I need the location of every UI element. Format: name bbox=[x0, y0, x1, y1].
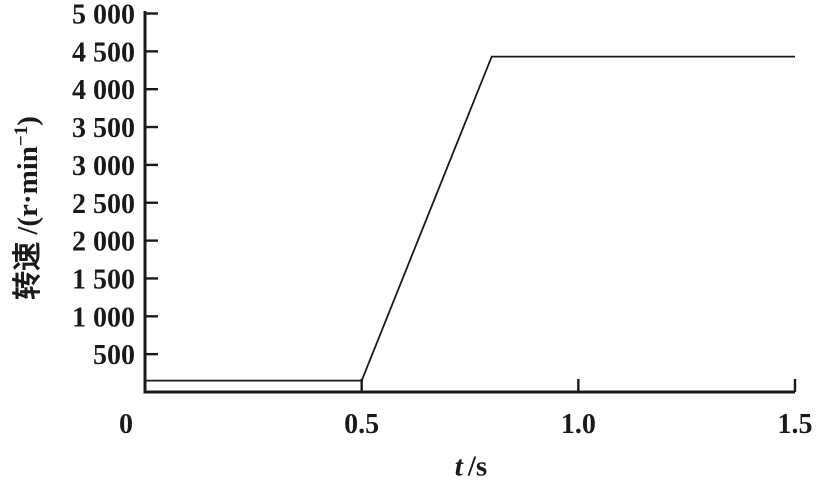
x-axis-tick-label: 0 bbox=[119, 409, 133, 440]
x-axis-title: t/s bbox=[455, 451, 487, 483]
y-axis-title-superscript: −1 bbox=[11, 125, 32, 147]
y-axis-title-close: ) bbox=[12, 116, 44, 126]
y-axis-tick-label: 500 bbox=[93, 340, 135, 371]
y-axis-tick-label: 1 500 bbox=[72, 264, 135, 295]
y-axis-tick-label: 1 000 bbox=[72, 302, 135, 333]
y-axis-tick-label: 2 000 bbox=[72, 227, 135, 258]
y-axis-tick-label: 4 000 bbox=[72, 75, 135, 106]
y-axis-title: 转速 /(r·min−1) bbox=[4, 116, 46, 300]
y-axis-tick-label: 3 500 bbox=[72, 113, 135, 144]
y-axis-tick-label: 5 000 bbox=[72, 0, 135, 31]
y-axis-tick-label: 3 000 bbox=[72, 151, 135, 182]
y-axis-tick-label: 4 500 bbox=[72, 37, 135, 68]
y-axis-tick-label: 2 500 bbox=[72, 189, 135, 220]
x-axis-tick-label: 1.5 bbox=[778, 409, 813, 440]
x-axis-variable: t bbox=[454, 450, 463, 483]
axes bbox=[143, 11, 795, 394]
x-axis-tick-label: 0.5 bbox=[344, 409, 379, 440]
x-axis-unit: /s bbox=[467, 450, 488, 483]
y-axis-title-text: 转速 /(r·min bbox=[12, 146, 44, 300]
x-axis-tick-label: 1.0 bbox=[561, 409, 596, 440]
series-line-rotational-speed bbox=[145, 55, 795, 382]
